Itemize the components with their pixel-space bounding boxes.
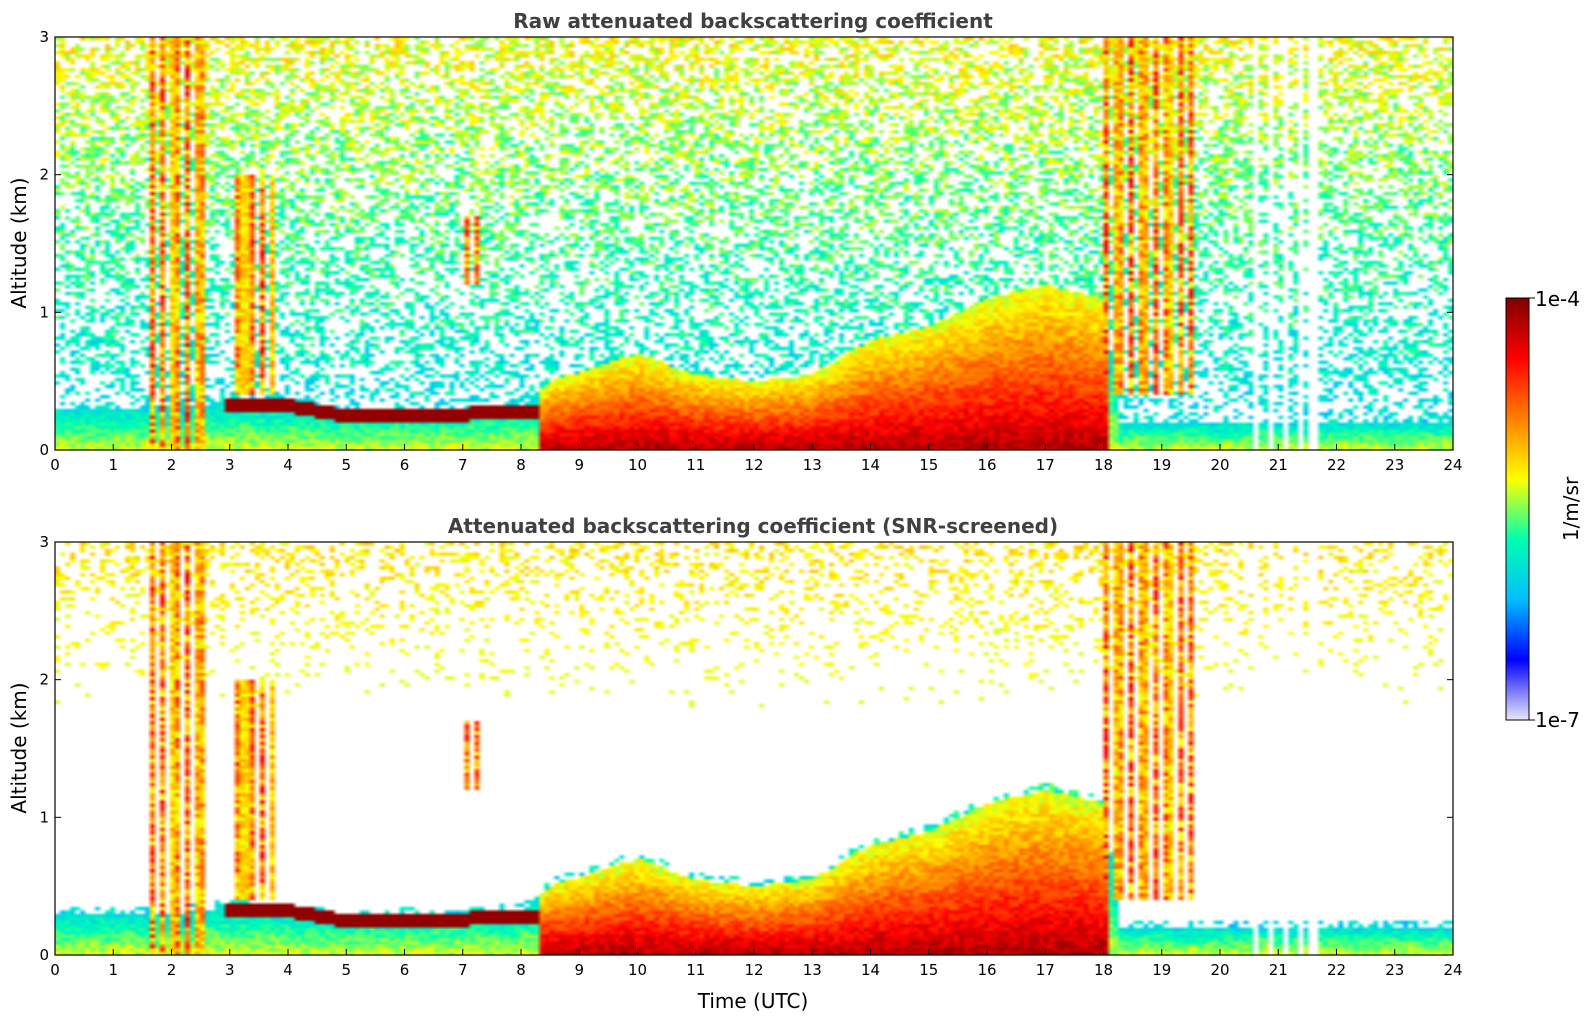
x-tick-label: 8 [516,456,526,474]
y-tick-label: 3 [39,28,49,46]
heatmap-raw [55,37,1453,450]
y-tick-label: 0 [39,946,49,964]
panel-raw: Raw attenuated backscattering coefficien… [7,9,1463,474]
colorbar-label: 1/m/sr [1559,476,1583,541]
x-tick-label: 24 [1443,961,1462,979]
x-tick-label: 20 [1210,961,1229,979]
axis-ticks: 0 1 2 3 4 5 6 7 8 9 10 11 12 13 14 15 16 17 18 19 20 21 22 23 24… [39,28,1462,474]
x-tick-label: 22 [1327,456,1346,474]
colorbar-max-label: 1e-4 [1535,287,1580,311]
x-tick-label: 10 [628,456,647,474]
x-axis-label: Time (UTC) [697,989,809,1013]
x-tick-label: 19 [1152,961,1171,979]
x-tick-label: 6 [400,961,410,979]
x-tick-label: 13 [803,456,822,474]
x-tick-label: 9 [574,456,584,474]
y-tick-label: 2 [39,671,49,689]
x-tick-label: 1 [108,456,118,474]
x-tick-label: 18 [1094,456,1113,474]
x-tick-label: 20 [1210,456,1229,474]
x-tick-label: 22 [1327,961,1346,979]
y-axis-label: Altitude (km) [7,682,31,813]
x-tick-label: 15 [919,961,938,979]
x-tick-label: 3 [225,456,235,474]
x-tick-label: 16 [977,456,996,474]
panel-title: Attenuated backscattering coefficient (S… [448,514,1058,538]
y-tick-label: 0 [39,441,49,459]
x-tick-label: 17 [1036,961,1055,979]
x-tick-label: 15 [919,456,938,474]
x-tick-label: 2 [167,961,177,979]
y-axis-label: Altitude (km) [7,177,31,308]
y-tick-label: 1 [39,303,49,321]
x-tick-label: 4 [283,456,293,474]
x-tick-label: 0 [50,456,60,474]
x-tick-label: 2 [167,456,177,474]
x-tick-label: 23 [1385,456,1404,474]
x-tick-label: 14 [861,456,880,474]
panel-screened: Attenuated backscattering coefficient (S… [7,514,1463,1013]
y-tick-label: 3 [39,533,49,551]
x-tick-label: 12 [744,456,763,474]
x-tick-label: 23 [1385,961,1404,979]
x-tick-label: 4 [283,961,293,979]
x-tick-label: 12 [744,961,763,979]
x-tick-label: 6 [400,456,410,474]
axis-ticks: 0 1 2 3 4 5 6 7 8 9 10 11 12 13 14 15 16 17 18 19 20 21 22 23 24… [39,533,1462,979]
x-tick-label: 21 [1269,456,1288,474]
x-tick-label: 17 [1036,456,1055,474]
x-tick-label: 11 [686,456,705,474]
x-tick-label: 9 [574,961,584,979]
y-tick-label: 1 [39,808,49,826]
x-tick-label: 8 [516,961,526,979]
x-tick-label: 24 [1443,456,1462,474]
panel-title: Raw attenuated backscattering coefficien… [513,9,993,33]
x-tick-label: 3 [225,961,235,979]
colorbar-scale [1505,297,1530,721]
x-tick-label: 10 [628,961,647,979]
x-tick-label: 11 [686,961,705,979]
x-tick-label: 5 [341,961,351,979]
colorbar-min-label: 1e-7 [1535,708,1580,732]
x-tick-label: 7 [458,456,468,474]
heatmap-screened [55,542,1453,955]
x-tick-label: 18 [1094,961,1113,979]
x-tick-label: 5 [341,456,351,474]
x-tick-label: 16 [977,961,996,979]
x-tick-label: 13 [803,961,822,979]
x-tick-label: 21 [1269,961,1288,979]
x-tick-label: 7 [458,961,468,979]
x-tick-label: 1 [108,961,118,979]
x-tick-label: 14 [861,961,880,979]
x-tick-label: 19 [1152,456,1171,474]
y-tick-label: 2 [39,166,49,184]
colorbar: 1e-4 1e-7 1/m/sr [1505,287,1583,732]
x-tick-label: 0 [50,961,60,979]
